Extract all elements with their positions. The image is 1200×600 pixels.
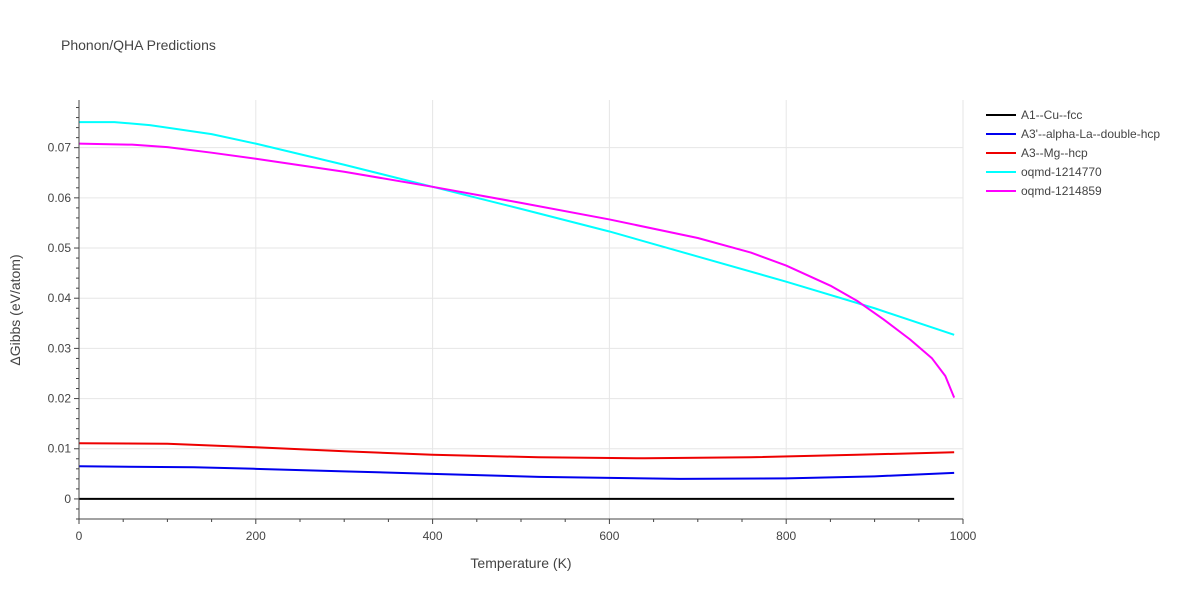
y-tick-label: 0.07 [48,141,72,155]
series-layer [78,121,956,500]
legend-label-oqmd-1214859: oqmd-1214859 [1021,184,1102,198]
x-tick-label: 600 [599,529,619,543]
chart-title: Phonon/QHA Predictions [61,37,216,53]
y-tick-label: 0.03 [48,341,72,355]
y-tick-label: 0 [64,492,71,506]
x-tick-label: 0 [76,529,83,543]
y-tick-label: 0.06 [48,191,72,205]
y-tick-label: 0.02 [48,392,72,406]
y-axis-title: ΔGibbs (eV/atom) [7,254,23,365]
x-axis-title: Temperature (K) [470,555,571,571]
y-tick-label: 0.05 [48,241,72,255]
grid [79,100,964,519]
legend-label-oqmd-1214770: oqmd-1214770 [1021,165,1102,179]
series-line-oqmd-1214859 [78,142,956,398]
y-tick-label: 0.04 [48,291,72,305]
series-line-a3-alpha-la-double-hcp [78,465,955,480]
y-tick-label: 0.01 [48,442,72,456]
legend: A1--Cu--fcc A3'--alpha-La--double-hcp A3--… [986,108,1160,198]
series-line-a3-mg-hcp [78,442,955,460]
legend-label-a1-cu-fcc: A1--Cu--fcc [1021,108,1082,122]
legend-label-a3-mg-hcp: A3--Mg--hcp [1021,146,1088,160]
axes: 0 200 400 600 800 1000 0 0.01 0.02 0.03 0.04 0.05 0.… [48,100,977,543]
x-tick-label: 200 [246,529,266,543]
x-tick-label: 400 [423,529,443,543]
series-line-oqmd-1214770 [79,121,955,336]
x-tick-label: 1000 [950,529,977,543]
legend-label-a3-alpha-la-double-hcp: A3'--alpha-La--double-hcp [1021,127,1160,141]
x-tick-label: 800 [776,529,796,543]
